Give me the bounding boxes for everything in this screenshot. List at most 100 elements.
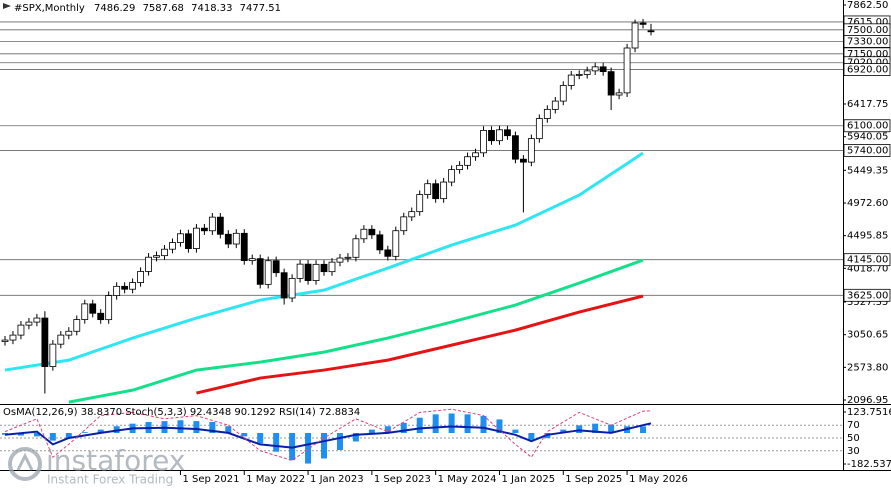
- candle-body: [280, 272, 288, 299]
- header-low: 7418.33: [191, 3, 232, 14]
- candle-body: [240, 232, 248, 261]
- osma-bar: [400, 422, 407, 434]
- candle-body: [464, 156, 471, 166]
- candle-body: [65, 330, 73, 336]
- moving-average: [68, 258, 644, 404]
- osma-bar: [193, 421, 200, 434]
- indicator-header: OsMA(12,26,9) 38.8370 Stoch(5,3,3) 92.43…: [3, 407, 360, 418]
- candle-body: [232, 232, 240, 245]
- candle-body: [248, 258, 256, 261]
- candle-body: [360, 228, 368, 240]
- level-label-box: [843, 253, 891, 267]
- osma-bar: [416, 417, 423, 434]
- candle-body: [512, 135, 519, 160]
- symbol: #SPX,Monthly: [14, 3, 85, 14]
- candle-body: [591, 66, 599, 72]
- candle-body: [352, 238, 360, 258]
- candle-body: [480, 130, 487, 154]
- candle-body: [368, 228, 376, 236]
- brand-tagline: Instant Forex Trading: [47, 473, 173, 487]
- candle-body: [113, 285, 121, 296]
- candle-body: [623, 47, 631, 94]
- candle-body: [97, 312, 105, 321]
- candle-body: [535, 118, 543, 140]
- candle-body: [304, 263, 312, 281]
- y-tick-label: 5940.05: [847, 132, 888, 143]
- osma-bar: [640, 426, 647, 434]
- candle-body: [416, 194, 424, 213]
- osma-bar: [432, 414, 439, 434]
- oscillator-tick-label: 50: [847, 433, 860, 444]
- osma-bar: [97, 429, 104, 434]
- level-label: 7615.00: [847, 17, 888, 28]
- header-high: 7587.68: [143, 3, 184, 14]
- candle-body: [1, 339, 9, 342]
- candle-body: [224, 233, 232, 245]
- candle-body: [9, 334, 17, 341]
- candle-body: [296, 263, 304, 279]
- candle-body: [264, 260, 272, 285]
- candle-body: [145, 256, 152, 272]
- y-tick-label: 4495.85: [847, 231, 888, 242]
- x-tick-label: 1 Sep 2021: [182, 474, 239, 485]
- candle-body: [129, 282, 137, 290]
- osma-bar: [464, 414, 471, 434]
- osma-bar: [384, 426, 391, 434]
- header-open: 7486.29: [94, 3, 135, 14]
- candle-body: [153, 255, 160, 258]
- candle-body: [320, 263, 328, 273]
- candle-body: [639, 22, 647, 25]
- osma-bar: [528, 433, 535, 440]
- osma-bar: [321, 433, 328, 459]
- osma-bar: [241, 433, 248, 437]
- candle-body: [496, 129, 503, 142]
- osma-bar: [608, 424, 615, 434]
- osma-bar: [560, 429, 567, 434]
- candle-body: [376, 234, 384, 251]
- candle-body: [456, 164, 463, 170]
- candle-body: [49, 343, 57, 367]
- candle-body: [472, 152, 479, 158]
- candle-body: [177, 233, 184, 243]
- osma-bar: [17, 433, 24, 436]
- y-tick-label: 4018.70: [847, 263, 888, 274]
- candle-body: [312, 263, 320, 281]
- candle-body: [200, 227, 208, 232]
- candle-body: [81, 303, 89, 320]
- candle-body: [344, 256, 352, 259]
- candle-body: [647, 30, 655, 33]
- logo-icon: [8, 447, 42, 481]
- candle-body: [631, 22, 639, 49]
- candle-body: [519, 158, 527, 163]
- candle-body: [256, 258, 264, 285]
- osma-bar: [448, 413, 455, 434]
- candle-body: [161, 248, 168, 257]
- oscillator-line: [4, 408, 652, 461]
- level-label: 6100.00: [847, 121, 888, 132]
- candle-body: [400, 216, 408, 232]
- candle-body: [440, 181, 448, 200]
- osma-bar: [592, 423, 599, 434]
- candle-body: [384, 249, 392, 257]
- y-tick-label: 3050.65: [847, 330, 888, 341]
- candle-body: [448, 169, 456, 183]
- osma-bar: [113, 426, 120, 434]
- x-tick-label: 1 May 2024: [438, 474, 497, 485]
- osma-tick-label: 123.7516: [847, 407, 891, 418]
- header-close: 7477.51: [240, 3, 281, 14]
- osma-bar: [336, 433, 343, 450]
- candle-body: [272, 260, 280, 274]
- candle-body: [73, 319, 81, 332]
- candle-body: [216, 216, 224, 235]
- level-label: 7150.00: [847, 49, 888, 60]
- candle-body: [41, 317, 49, 367]
- level-label: 7330.00: [847, 36, 888, 47]
- candle-body: [488, 130, 495, 142]
- osma-bar: [368, 429, 375, 434]
- candle-body: [185, 233, 192, 249]
- chart-header: #SPX,Monthly 7486.29 7587.68 7418.33 747…: [14, 3, 281, 14]
- candle-body: [17, 324, 25, 336]
